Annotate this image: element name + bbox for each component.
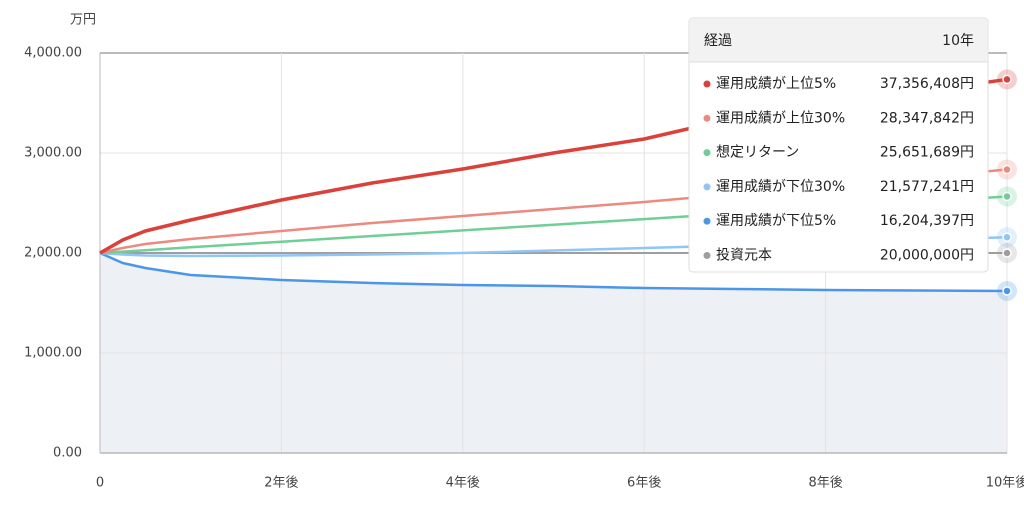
x-tick-label: 2年後	[264, 476, 298, 491]
tooltip-value: 20,000,000円	[880, 248, 974, 264]
y-tick-label: 3,000.00	[24, 146, 82, 161]
marker	[1002, 248, 1012, 258]
marker	[1002, 164, 1012, 175]
x-tick-label: 4年後	[446, 476, 480, 491]
y-tick-label: 2,000.00	[24, 246, 82, 261]
legend-dot	[703, 114, 711, 122]
line	[99, 251, 1008, 293]
legend-dot	[703, 80, 711, 88]
tooltip-x: 10年	[942, 33, 974, 49]
y-tick-label: 4,000.00	[24, 46, 82, 61]
x-tick-label: 8年後	[808, 476, 842, 491]
tooltip-box	[688, 17, 989, 273]
y-tick-label: 0.00	[53, 446, 82, 461]
legend-label: 運用成績が下位30%	[716, 179, 845, 195]
legend-label: 想定リターン	[716, 145, 799, 161]
y-unit: 万円	[70, 13, 96, 28]
tooltip-value: 37,356,408円	[880, 76, 974, 92]
legend-dot	[703, 217, 711, 225]
marker	[1002, 191, 1012, 202]
marker	[1002, 74, 1012, 85]
tooltip-header-bg	[690, 19, 987, 62]
legend-dot	[703, 183, 711, 191]
tooltip-value: 16,204,397円	[880, 213, 974, 229]
x-tick-label: 6年後	[627, 476, 661, 491]
legend-label: 投資元本	[716, 248, 772, 264]
x-tick-label: 10年後	[986, 476, 1024, 491]
legend-dot	[703, 252, 711, 259]
tooltip-value: 28,347,842円	[880, 110, 974, 126]
y-tick-label: 1,000.00	[24, 346, 82, 361]
legend-label: 運用成績が下位5%	[716, 213, 836, 229]
tooltip-value: 21,577,241円	[880, 179, 974, 195]
legend-dot	[703, 149, 711, 157]
x-tick-label: 0	[96, 476, 104, 491]
tooltip-value: 25,651,689円	[880, 145, 974, 161]
legend-label: 運用成績が上位5%	[716, 76, 836, 92]
legend-label: 運用成績が上位30%	[716, 110, 845, 126]
marker	[1002, 232, 1012, 242]
marker	[1002, 286, 1012, 296]
tooltip-header: 経過	[704, 33, 732, 49]
